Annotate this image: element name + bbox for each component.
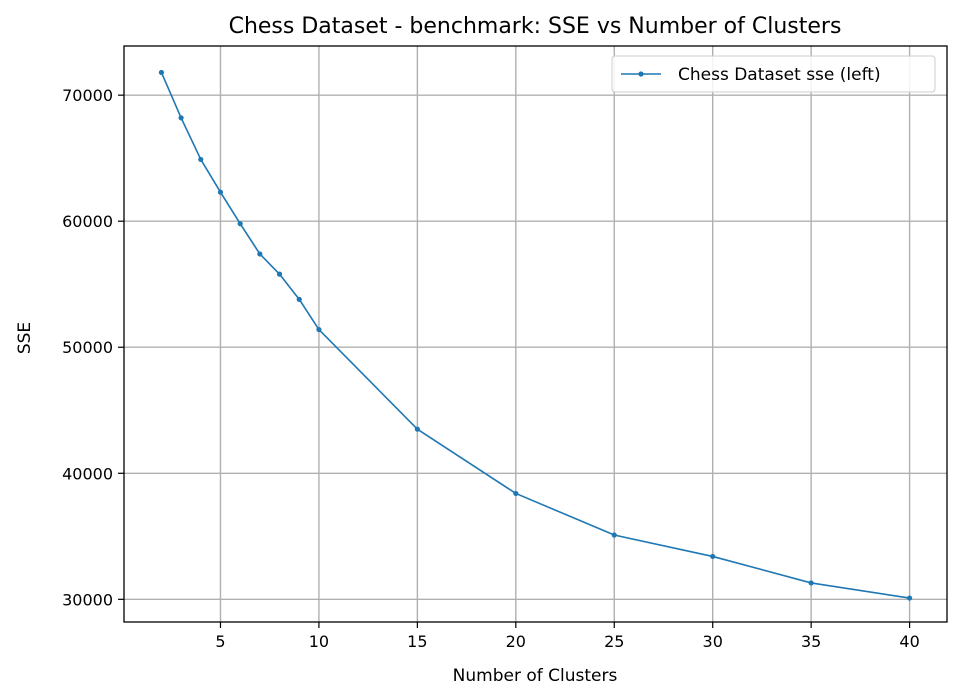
legend-marker-swatch xyxy=(638,71,644,77)
x-tick-label: 20 xyxy=(506,632,526,651)
y-tick-label: 30000 xyxy=(62,590,113,609)
data-point xyxy=(710,553,716,560)
x-tick-label: 5 xyxy=(215,632,225,651)
series-layer xyxy=(158,69,913,601)
chart-title: Chess Dataset - benchmark: SSE vs Number… xyxy=(229,14,842,39)
x-tick-label: 30 xyxy=(703,632,723,651)
x-tick-label: 15 xyxy=(407,632,427,651)
data-point xyxy=(257,251,263,257)
data-point xyxy=(808,580,814,586)
x-tick-label: 10 xyxy=(309,632,329,651)
legend-box xyxy=(611,55,936,93)
grid-lines xyxy=(124,46,947,622)
x-tick-label: 40 xyxy=(899,632,919,651)
data-point xyxy=(217,189,224,195)
y-axis-label: SSE xyxy=(15,322,35,354)
data-point xyxy=(414,426,420,432)
y-tick-label: 70000 xyxy=(62,86,113,105)
x-tick-label: 35 xyxy=(801,632,821,651)
legend: Chess Dataset sse (left) xyxy=(611,55,936,93)
x-axis-label: Number of Clusters xyxy=(453,666,618,686)
axis-ticks: 5 10 15 20 25 30 35 40 30000 40000 50000 60000 70000 xyxy=(62,86,920,651)
data-point xyxy=(158,69,165,76)
data-point xyxy=(178,115,184,121)
data-point xyxy=(198,156,204,163)
data-point xyxy=(316,326,322,333)
x-tick-label: 25 xyxy=(604,632,624,651)
data-point xyxy=(611,532,617,538)
y-tick-label: 40000 xyxy=(62,464,113,483)
legend-entry-label: Chess Dataset sse (left) xyxy=(678,65,881,85)
data-point xyxy=(276,271,283,277)
data-point xyxy=(237,221,243,227)
y-tick-label: 60000 xyxy=(62,212,113,231)
data-point xyxy=(513,490,519,497)
data-point xyxy=(906,595,913,601)
plot-frame xyxy=(123,45,948,623)
data-point xyxy=(296,296,302,302)
y-tick-label: 50000 xyxy=(62,338,113,357)
